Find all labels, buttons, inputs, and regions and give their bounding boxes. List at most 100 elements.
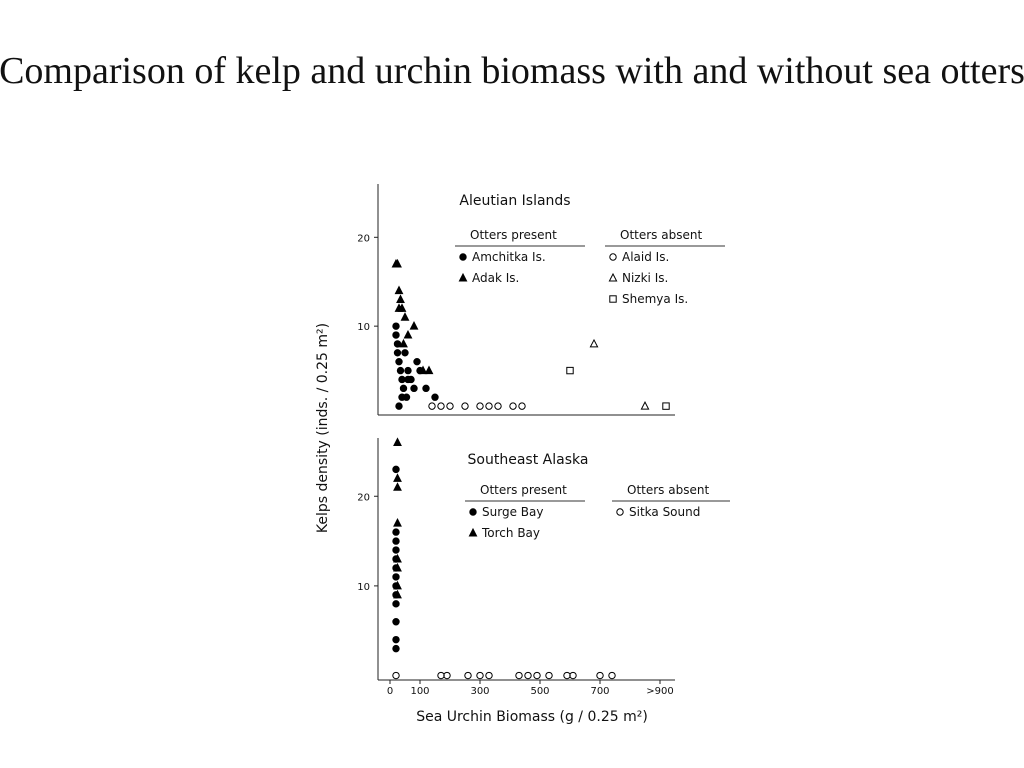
data-point (401, 349, 409, 357)
data-point (393, 437, 402, 446)
data-point (566, 366, 574, 375)
data-point (443, 671, 451, 680)
legend-marker (608, 272, 618, 282)
data-point (409, 321, 419, 330)
data-point (393, 258, 402, 268)
data-point (398, 375, 406, 384)
data-point (393, 349, 402, 357)
data-point (393, 518, 402, 527)
data-point (395, 402, 403, 410)
data-point (392, 546, 400, 554)
data-point (569, 671, 577, 680)
legend-label: Torch Bay (481, 526, 540, 540)
data-point (485, 671, 493, 680)
data-point (392, 635, 400, 644)
data-point (424, 365, 434, 375)
data-point (662, 402, 670, 410)
data-point (393, 473, 402, 482)
data-point (392, 331, 400, 339)
chart-title: Southeast Alaska (468, 452, 589, 468)
legend-marker (468, 527, 478, 537)
y-axis-label: Kelps density (inds. / 0.25 m²) (315, 323, 331, 533)
legend-marker (609, 295, 617, 303)
data-point (396, 294, 405, 303)
data-point (494, 402, 502, 410)
legend-marker (469, 508, 477, 516)
y-tick-label: 20 (357, 233, 370, 244)
data-point (392, 600, 400, 608)
data-point (461, 402, 469, 410)
data-point (589, 338, 599, 348)
data-point (518, 402, 526, 410)
legend-marker (459, 253, 467, 261)
y-tick-label: 10 (357, 322, 370, 333)
data-point (422, 384, 430, 393)
data-point (545, 671, 553, 680)
x-tick-label: >900 (646, 686, 673, 697)
data-point (404, 375, 412, 384)
legend-marker (616, 508, 624, 516)
data-point (392, 671, 400, 680)
data-point (608, 671, 616, 680)
data-point (392, 644, 400, 653)
data-point (410, 384, 418, 393)
data-point (394, 303, 404, 312)
x-axis-label: Sea Urchin Biomass (g / 0.25 m²) (416, 709, 648, 725)
legend-group-title: Otters present (470, 228, 557, 242)
data-point (393, 562, 402, 572)
data-point (640, 401, 650, 410)
data-point (393, 482, 402, 491)
data-point (399, 338, 408, 348)
legend-group-title: Otters present (480, 483, 567, 497)
data-point (393, 589, 402, 599)
data-point (392, 528, 400, 536)
data-point (515, 671, 523, 680)
data-point (428, 402, 436, 410)
x-tick-label: 0 (387, 686, 393, 697)
legend-group-title: Otters absent (627, 483, 709, 497)
data-point (393, 553, 402, 563)
y-tick-label: 20 (357, 492, 370, 503)
data-point (418, 365, 428, 375)
legend-label: Surge Bay (482, 505, 543, 519)
data-point (485, 402, 493, 410)
data-point (403, 329, 413, 339)
data-point (563, 671, 571, 680)
data-point (394, 285, 404, 295)
data-point (509, 402, 517, 410)
data-point (392, 322, 400, 330)
data-point (392, 618, 400, 626)
data-point (464, 671, 472, 680)
data-point (437, 671, 445, 680)
data-point (392, 537, 400, 545)
slide-title: Comparison of kelp and urchin biomass wi… (0, 50, 1024, 92)
legend-label: Amchitka Is. (472, 250, 546, 264)
data-point (392, 573, 400, 581)
legend-label: Adak Is. (472, 271, 519, 285)
data-point (446, 402, 454, 410)
data-point (476, 402, 484, 410)
legend-label: Shemya Is. (622, 292, 688, 306)
data-point (399, 384, 408, 393)
data-point (476, 671, 484, 680)
data-point (400, 312, 410, 321)
data-point (533, 671, 541, 680)
x-tick-label: 500 (530, 686, 549, 697)
data-point (404, 366, 412, 375)
data-point (413, 357, 421, 366)
legend-marker (609, 253, 617, 261)
legend-group-title: Otters absent (620, 228, 702, 242)
chart-title: Aleutian Islands (459, 193, 570, 209)
x-tick-label: 100 (410, 686, 429, 697)
data-point (437, 402, 445, 410)
data-point (398, 393, 406, 401)
data-point (393, 580, 402, 590)
data-point (524, 671, 532, 680)
data-point (431, 393, 439, 401)
data-point (396, 366, 405, 375)
data-point (596, 671, 604, 680)
data-point (392, 465, 400, 474)
data-point (395, 357, 403, 366)
x-tick-label: 700 (590, 686, 609, 697)
